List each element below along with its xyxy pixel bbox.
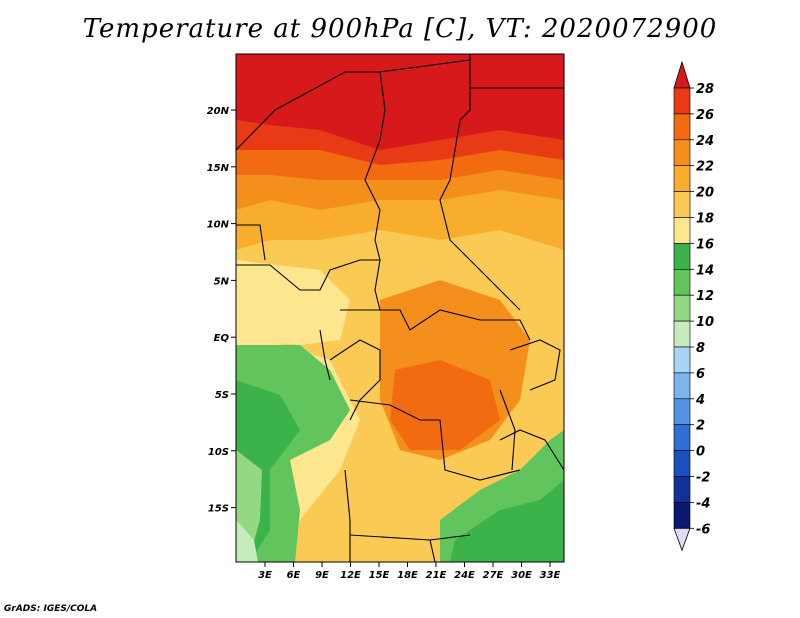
border-zambia bbox=[499, 429, 564, 471]
lat-tick-label: 5N bbox=[214, 276, 230, 287]
lon-tick-label: 3E bbox=[258, 570, 272, 581]
lat-tick-label: 10N bbox=[207, 220, 230, 231]
legend-level-label: 0 bbox=[696, 445, 705, 460]
legend-level-label: 20 bbox=[696, 186, 714, 201]
legend-level-label: 16 bbox=[696, 237, 714, 252]
latitude-axis: 20N 15N 10N 5N EQ 5S 10S 15S bbox=[207, 106, 236, 515]
legend-swatch bbox=[673, 87, 691, 115]
field-green-se-dark bbox=[450, 480, 564, 562]
legend-level-label: 28 bbox=[696, 82, 714, 97]
legend-swatch bbox=[673, 450, 691, 477]
lon-tick-label: 24E bbox=[454, 570, 475, 581]
legend-arrow-bottom bbox=[673, 527, 691, 552]
legend-level-label: 10 bbox=[696, 315, 714, 330]
field-band-28 bbox=[236, 54, 564, 150]
legend-swatch bbox=[673, 398, 691, 425]
field-pale-west bbox=[236, 260, 350, 345]
field-green-pale bbox=[236, 520, 258, 562]
legend-level-label: -2 bbox=[696, 471, 710, 486]
lat-tick-label: 15N bbox=[207, 163, 230, 174]
grads-credit: GrADS: IGES/COLA bbox=[4, 604, 98, 614]
legend-level-label: -6 bbox=[696, 522, 710, 537]
lon-tick-label: 6E bbox=[287, 570, 301, 581]
chart-title: Temperature at 900hPa [C], VT: 202007290… bbox=[82, 14, 718, 44]
border-nigeria bbox=[236, 259, 380, 291]
border-angola-namibia bbox=[344, 469, 351, 562]
border-tanganyika bbox=[499, 389, 516, 471]
legend-swatch bbox=[673, 476, 691, 503]
temperature-field bbox=[236, 54, 564, 562]
border-congo bbox=[329, 339, 381, 421]
border-angola-drc bbox=[349, 399, 521, 481]
legend-level-label: 24 bbox=[696, 134, 714, 149]
legend-swatch bbox=[673, 165, 691, 192]
lon-tick-label: 30E bbox=[511, 570, 532, 581]
border-north-1 bbox=[236, 59, 471, 151]
legend-level-label: 2 bbox=[696, 419, 705, 434]
legend-level-label: 14 bbox=[696, 263, 714, 278]
border-gabon bbox=[319, 329, 331, 381]
lat-tick-label: 20N bbox=[207, 106, 230, 117]
border-south bbox=[429, 539, 436, 562]
legend-swatch bbox=[673, 139, 691, 167]
legend-level-label: 18 bbox=[696, 212, 714, 227]
legend-swatch bbox=[673, 268, 691, 296]
legend-level-label: 8 bbox=[696, 341, 705, 356]
lon-tick-label: 33E bbox=[540, 570, 561, 581]
lon-tick-label: 9E bbox=[315, 570, 329, 581]
country-borders bbox=[236, 54, 564, 562]
legend-swatch bbox=[673, 502, 691, 529]
legend-swatch bbox=[673, 191, 691, 218]
map-frame bbox=[235, 53, 565, 563]
border-chad-west bbox=[364, 71, 386, 311]
border-car-drc bbox=[340, 309, 531, 341]
lon-tick-label: 27E bbox=[483, 570, 504, 581]
legend-swatch bbox=[673, 320, 691, 348]
border-west-coast bbox=[236, 224, 266, 261]
lat-tick-label: 5S bbox=[215, 390, 229, 401]
legend-level-label: 4 bbox=[695, 393, 705, 408]
field-orange-deep bbox=[390, 360, 500, 450]
legend-arrow-top bbox=[673, 60, 691, 89]
lat-tick-label: EQ bbox=[214, 333, 230, 344]
lat-tick-label: 10S bbox=[208, 447, 229, 458]
legend-swatch bbox=[673, 346, 691, 374]
lat-tick-label: 15S bbox=[208, 504, 229, 515]
legend-level-label: 6 bbox=[696, 367, 705, 382]
legend-swatch bbox=[673, 243, 691, 270]
longitude-axis: 3E 6E 9E 12E 15E 18E 21E 24E 27E 30E 33E bbox=[258, 562, 561, 581]
legend-swatch bbox=[673, 424, 691, 451]
legend-level-label: 26 bbox=[696, 108, 714, 123]
border-chad-sudan bbox=[439, 54, 521, 311]
legend-swatch bbox=[673, 372, 691, 400]
legend-swatch bbox=[673, 217, 691, 244]
legend-level-label: 22 bbox=[696, 160, 714, 175]
legend-swatch bbox=[673, 294, 691, 322]
lon-tick-label: 12E bbox=[340, 570, 361, 581]
lon-tick-label: 18E bbox=[397, 570, 418, 581]
legend-swatch bbox=[673, 113, 691, 141]
border-lakes bbox=[509, 339, 561, 391]
lon-tick-label: 21E bbox=[426, 570, 447, 581]
legend-level-label: -4 bbox=[696, 496, 710, 511]
legend-level-label: 12 bbox=[696, 289, 714, 304]
lon-tick-label: 15E bbox=[369, 570, 390, 581]
